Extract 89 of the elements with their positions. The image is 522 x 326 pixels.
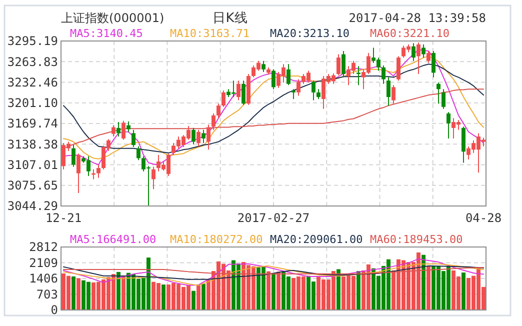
candlestick <box>152 166 156 190</box>
candlestick <box>286 64 290 86</box>
candlestick <box>382 64 386 84</box>
candlestick <box>76 153 80 194</box>
candlestick <box>336 54 340 76</box>
text: 2017-04-28 13:39:58 <box>348 11 486 25</box>
candlestick <box>72 144 76 168</box>
line-series <box>63 258 484 286</box>
chart-subtitle: 日K线 <box>212 11 248 26</box>
bar <box>202 284 206 310</box>
candlestick <box>262 60 266 73</box>
y-tick-label: 703 <box>36 287 58 302</box>
bar <box>116 272 120 310</box>
candlestick <box>192 127 196 145</box>
bar <box>196 285 200 310</box>
line-series <box>63 267 484 274</box>
candlestick <box>242 80 246 106</box>
bar <box>462 272 466 310</box>
line-series <box>63 265 484 280</box>
y-tick-label: 3044.29 <box>7 199 58 214</box>
y-tick-label: 3107.01 <box>7 158 58 172</box>
candlestick <box>212 112 216 130</box>
text: MA60:3221.10 <box>370 27 450 40</box>
x-tick-label: 04-28 <box>465 211 502 225</box>
bar <box>272 273 276 310</box>
bar <box>76 278 80 310</box>
candlestick <box>312 80 316 101</box>
candlestick <box>416 42 420 75</box>
candlestick <box>316 88 320 100</box>
candlestick <box>446 112 450 139</box>
candlestick <box>422 44 426 58</box>
text: MA5:166491.00 <box>70 233 156 246</box>
bar <box>276 272 280 310</box>
y-tick-label: 2812 <box>29 240 58 254</box>
candlestick <box>136 146 140 161</box>
candlestick <box>462 126 466 164</box>
text: MA20:3213.10 <box>270 27 350 40</box>
candlestick <box>386 76 390 106</box>
bar <box>122 276 126 310</box>
y-tick-label: 3075.65 <box>7 178 58 193</box>
candlestick <box>436 82 440 104</box>
bar <box>266 271 270 310</box>
bar <box>162 284 166 310</box>
series-label: MA10:180272.00 <box>170 233 263 246</box>
candlestick <box>132 129 136 148</box>
bar <box>72 276 76 310</box>
y-tick-label: 3138.38 <box>7 137 58 152</box>
chart-title: 上证指数(000001) <box>61 11 164 25</box>
candlestick <box>202 129 206 144</box>
candlestick <box>112 124 116 137</box>
candlestick <box>122 120 126 140</box>
bar <box>336 269 340 310</box>
y-tick-label: 3169.74 <box>7 116 58 131</box>
bar <box>356 271 360 310</box>
candlestick <box>222 90 226 108</box>
bar <box>192 290 196 310</box>
y-tick-label: 3263.83 <box>7 54 58 69</box>
bar <box>422 254 426 310</box>
candlestick <box>116 122 120 137</box>
candlestick <box>356 66 360 86</box>
candlestick <box>396 56 400 82</box>
candlestick <box>196 129 200 147</box>
candlestick <box>442 88 446 110</box>
y-tick-label: 3201.10 <box>7 96 58 110</box>
candlestick <box>236 80 240 101</box>
y-tick-label: 3232.46 <box>7 75 58 90</box>
y-tick-label: 0 <box>50 303 58 318</box>
text: MA10:3163.71 <box>170 27 250 40</box>
candlestick <box>296 78 300 96</box>
y-tick-label: 2109 <box>29 256 58 270</box>
bar <box>426 266 430 310</box>
candlestick <box>292 88 296 100</box>
line-series <box>63 263 484 286</box>
text: MA60:189453.00 <box>370 233 463 246</box>
candlestick <box>272 68 276 90</box>
candlestick <box>432 50 436 78</box>
candlestick <box>412 42 416 62</box>
text: MA20:209061.00 <box>270 233 363 246</box>
candlestick <box>206 124 210 150</box>
candlestick <box>96 164 100 178</box>
candlestick <box>342 50 346 78</box>
candlestick <box>216 103 220 119</box>
candlestick <box>392 84 396 104</box>
candlestick <box>426 50 430 64</box>
x-tick-label: 2017-02-27 <box>237 211 310 225</box>
x-tick-label: 12-21 <box>45 211 82 225</box>
y-tick-label: 1406 <box>29 272 58 286</box>
text: MA5:3140.45 <box>70 27 143 40</box>
y-tick-label: 3295.19 <box>7 34 58 48</box>
